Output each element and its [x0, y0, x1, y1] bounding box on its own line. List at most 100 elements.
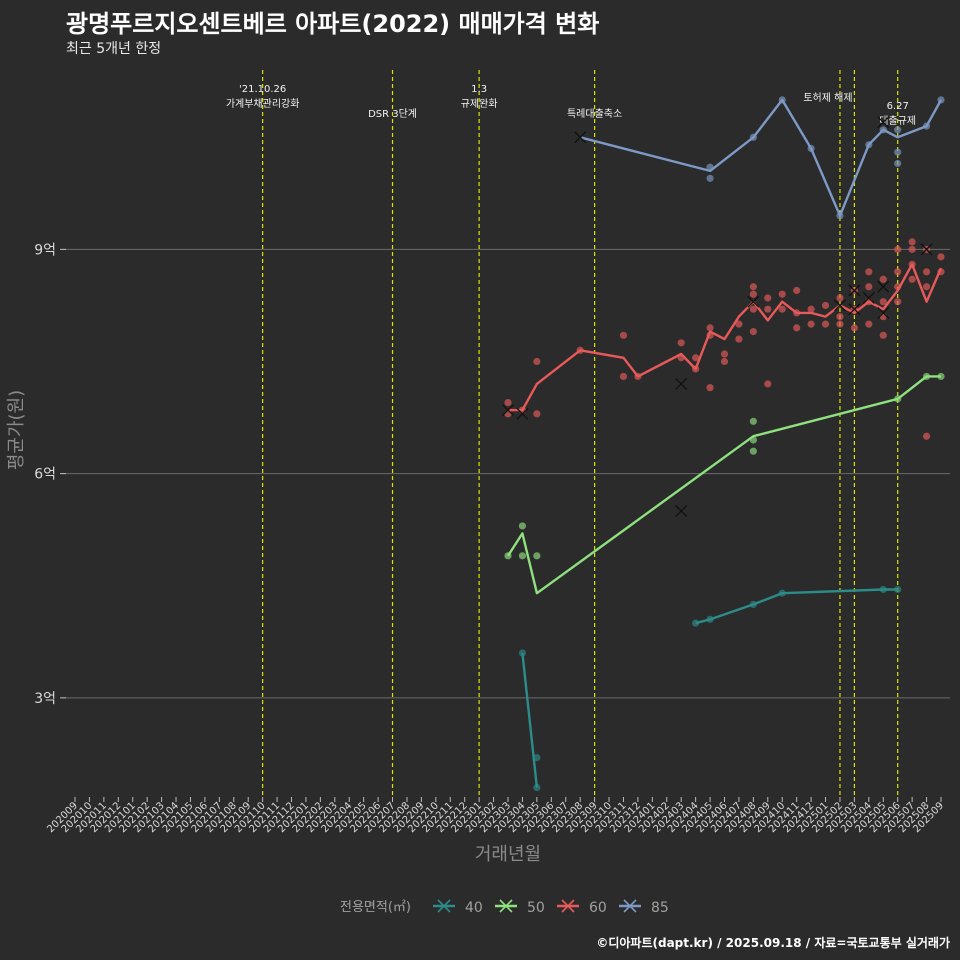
event-label: 6.27	[887, 101, 909, 112]
data-point-60	[908, 275, 916, 283]
y-tick-label: 3억	[34, 691, 56, 707]
data-point-60	[533, 357, 541, 366]
cross-marker-60	[877, 280, 890, 293]
data-point-60	[720, 350, 729, 358]
data-point-60	[879, 298, 887, 306]
data-point-60	[821, 301, 830, 310]
source-caption: ©디아파트(dapt.kr) / 2025.09.18 / 자료=국토교통부 실…	[596, 936, 950, 950]
series-line-40	[695, 588, 898, 625]
data-point-60	[778, 305, 786, 313]
data-point-60	[749, 327, 757, 336]
y-tick-label: 6억	[34, 467, 56, 483]
data-point-60	[850, 324, 859, 332]
data-point-60	[749, 290, 757, 298]
chart-subtitle: 최근 5개년 한정	[66, 41, 162, 57]
chart-title: 광명푸르지오센트베르 아파트(2022) 매매가격 변화	[66, 10, 600, 38]
data-point-60	[735, 320, 743, 328]
data-point-60	[865, 268, 873, 276]
x-axis-ticks: 2020092020102020112020122021012021022021…	[45, 797, 946, 835]
data-point-60	[865, 320, 873, 328]
data-point-60	[908, 245, 916, 253]
data-point-60	[937, 253, 945, 261]
data-point-85	[894, 148, 902, 156]
data-point-40	[533, 783, 541, 792]
data-point-85	[894, 159, 902, 168]
cross-marker-85	[877, 116, 890, 129]
cross-marker-60	[862, 292, 875, 304]
cross-marker-60	[920, 243, 933, 256]
data-point-60	[764, 380, 772, 388]
series-line-50	[506, 375, 941, 595]
data-point-60	[677, 339, 685, 347]
data-point-60	[836, 294, 844, 302]
data-point-40	[894, 585, 902, 594]
data-point-85	[706, 174, 714, 182]
data-point-60	[735, 335, 743, 343]
data-point-60	[706, 324, 714, 332]
y-axis-ticks: 3억 6억 9억	[34, 242, 66, 707]
data-point-60	[836, 320, 844, 328]
cross-marker-50	[675, 505, 688, 517]
cross-marker-60	[834, 299, 846, 312]
legend-cross-85	[623, 899, 637, 913]
event-label: 토허제 해제	[803, 91, 852, 104]
data-point-60	[504, 399, 512, 407]
legend-label-50: 50	[527, 900, 545, 916]
event-label: DSR 3단계	[368, 108, 417, 120]
data-point-60	[720, 357, 729, 366]
data-point-60	[793, 324, 801, 332]
grid-lines	[62, 248, 950, 699]
series-line-40	[521, 652, 539, 788]
cross-marker-60	[516, 407, 529, 420]
event-label: '21.10.26	[239, 84, 286, 95]
cross-marker-60	[747, 295, 760, 308]
data-point-60	[894, 245, 902, 253]
cross-marker-60	[848, 303, 861, 316]
data-point-60	[879, 331, 887, 339]
data-point-60	[922, 268, 931, 276]
data-point-60	[879, 313, 887, 321]
data-point-60	[894, 268, 902, 276]
data-point-50	[749, 417, 757, 425]
data-point-60	[908, 238, 916, 246]
data-point-60	[764, 305, 772, 313]
data-point-40	[518, 649, 527, 657]
data-point-60	[821, 320, 830, 328]
x-axis-title: 거래년월	[475, 844, 541, 865]
cross-marker-60	[675, 377, 688, 390]
data-point-60	[807, 320, 815, 328]
data-point-60	[764, 294, 772, 302]
cross-marker-60	[848, 284, 861, 297]
legend: 전용면적(㎡) 40 50 60 85	[340, 899, 669, 916]
series-line-85	[579, 98, 943, 217]
event-label: 가계부채관리강화	[226, 98, 300, 110]
legend-label-40: 40	[465, 900, 483, 916]
series-layer	[502, 96, 945, 792]
data-point-60	[619, 331, 628, 339]
data-point-60	[749, 283, 757, 291]
y-axis-title: 평균가(원)	[6, 390, 27, 470]
event-label: 규제완화	[461, 98, 498, 110]
legend-label-85: 85	[651, 900, 669, 916]
data-point-60	[879, 275, 887, 283]
data-point-60	[706, 384, 714, 392]
legend-cross-60	[561, 899, 575, 913]
cross-marker-60	[502, 404, 514, 417]
data-point-60	[836, 313, 844, 321]
legend-cross-40	[437, 899, 451, 913]
data-point-50	[533, 552, 541, 560]
data-point-60	[865, 283, 873, 291]
data-point-60	[922, 432, 931, 440]
event-label: 1.3	[471, 84, 487, 95]
data-point-60	[894, 298, 902, 306]
series-line-60	[508, 263, 943, 412]
data-point-60	[922, 283, 931, 291]
data-point-60	[533, 410, 541, 418]
data-point-60	[692, 354, 700, 362]
legend-cross-50	[499, 899, 513, 913]
data-point-60	[807, 305, 815, 313]
event-label: 특례대출축소	[567, 108, 622, 120]
data-point-50	[518, 522, 527, 530]
